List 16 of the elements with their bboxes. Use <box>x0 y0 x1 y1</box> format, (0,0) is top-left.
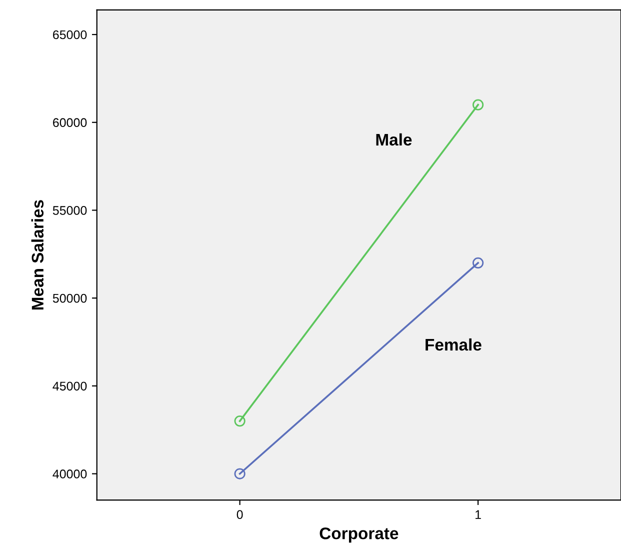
x-tick-label: 0 <box>236 510 243 520</box>
point <box>234 415 246 427</box>
x-tick-label: 1 <box>476 510 481 519</box>
y-tick-label: 40000 <box>52 470 87 478</box>
y-tick-label: 65000 <box>53 30 87 40</box>
y-axis-title: Mean Salaries <box>31 200 44 310</box>
x-axis-title: Corporate <box>320 527 398 543</box>
y-tick-label: 60000 <box>53 118 87 128</box>
point <box>472 99 484 110</box>
series-label: Male <box>376 133 412 146</box>
series-label: Female <box>426 338 482 351</box>
point <box>472 257 484 268</box>
y-tick-label: 55000 <box>52 206 87 215</box>
point <box>234 468 246 480</box>
y-tick-label: 45000 <box>52 382 87 391</box>
y-tick-label: 50000 <box>52 294 87 303</box>
